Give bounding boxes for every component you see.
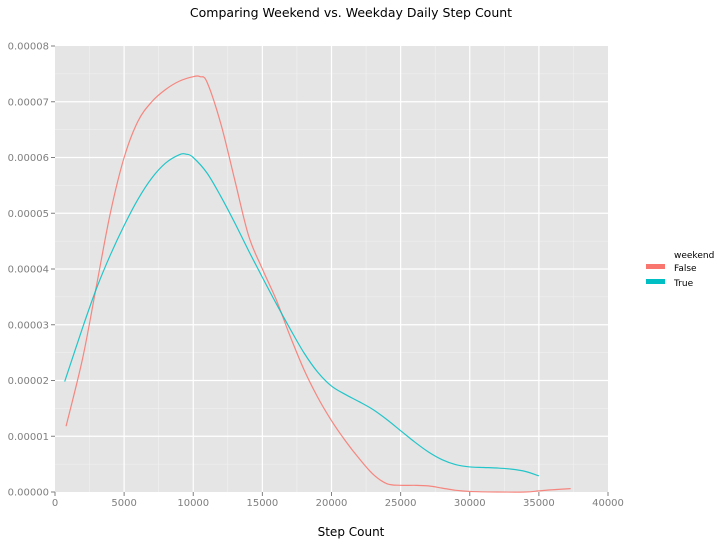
legend-key-true [646, 279, 665, 284]
x-tick-label: 20000 [316, 498, 348, 509]
chart-title: Comparing Weekend vs. Weekday Daily Step… [190, 5, 512, 20]
x-tick-label: 0 [52, 498, 58, 509]
x-tick-label: 30000 [454, 498, 486, 509]
legend: weekend False True [646, 251, 714, 289]
legend-label-false: False [674, 264, 697, 274]
y-tick-label: 0.00001 [8, 432, 49, 443]
density-line-true [64, 153, 540, 477]
y-tick-label: 0.00000 [8, 488, 49, 499]
legend-key-false [646, 264, 665, 269]
x-tick-label: 25000 [385, 498, 417, 509]
y-tick-label: 0.00003 [8, 320, 49, 331]
y-tick-label: 0.00007 [8, 97, 49, 108]
x-tick-label: 10000 [177, 498, 209, 509]
legend-label-true: True [673, 279, 694, 289]
y-axis: 0.00000 0.00001 0.00002 0.00003 0.00004 0.000… [8, 42, 55, 499]
density-lines [64, 75, 571, 493]
major-gridlines [55, 46, 608, 492]
y-tick-label: 0.00008 [8, 42, 49, 53]
y-tick-label: 0.00005 [8, 209, 49, 220]
y-tick-label: 0.00002 [8, 376, 49, 387]
x-tick-label: 35000 [523, 498, 555, 509]
y-tick-label: 0.00006 [8, 153, 49, 164]
density-line-false [65, 75, 571, 493]
x-axis: 0 5000 10000 15000 20000 25000 30000 35000 40000 [52, 492, 624, 509]
x-tick-label: 15000 [246, 498, 278, 509]
legend-title: weekend [674, 251, 714, 261]
x-axis-label: Step Count [318, 525, 385, 539]
x-tick-label: 40000 [592, 498, 624, 509]
x-tick-label: 5000 [111, 498, 136, 509]
y-tick-label: 0.00004 [8, 265, 49, 276]
